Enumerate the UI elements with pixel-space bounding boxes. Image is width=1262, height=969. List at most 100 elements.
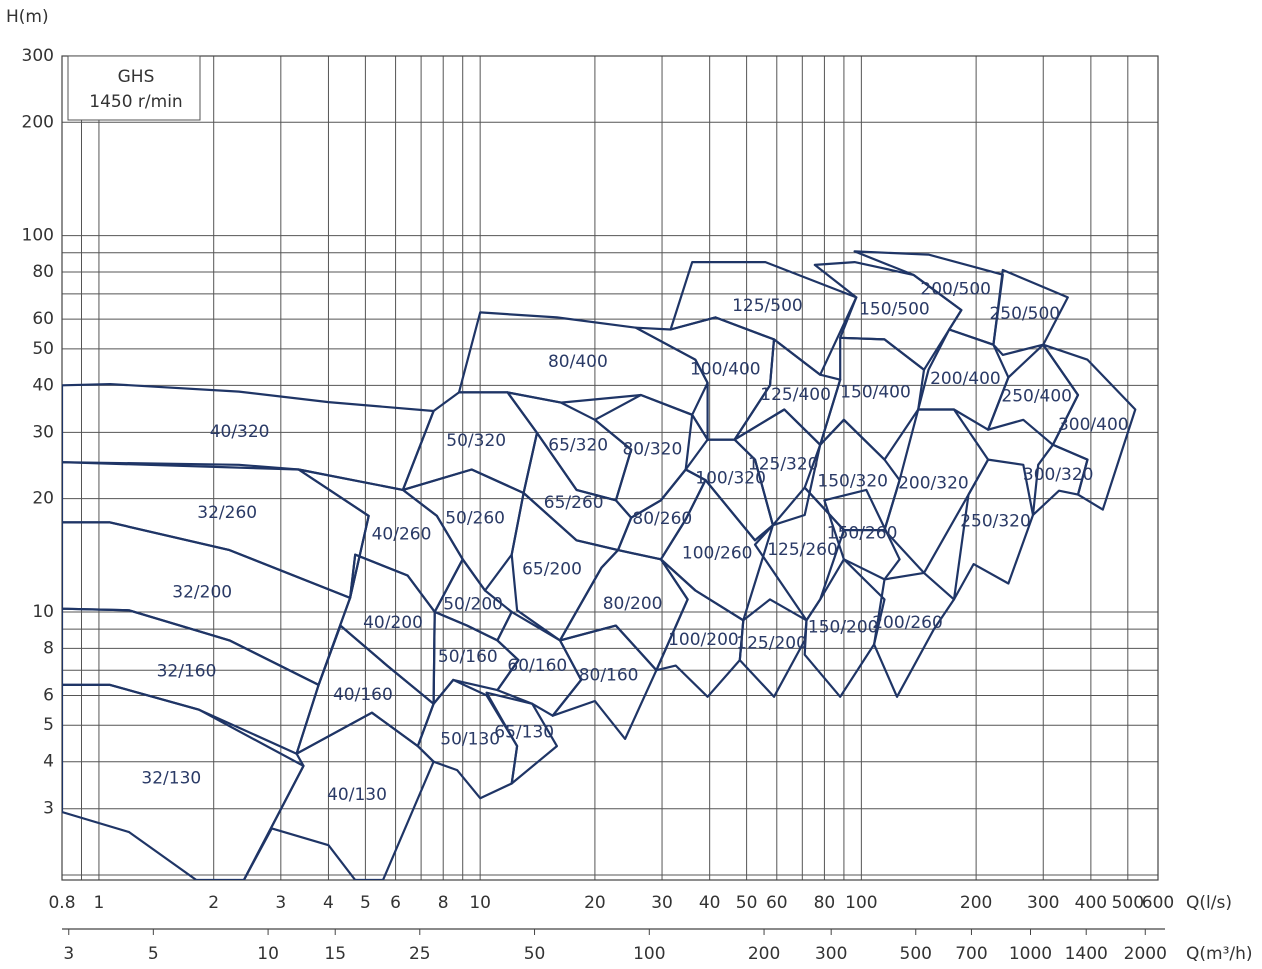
region-label: 125/500: [732, 296, 803, 316]
region-label: 125/200: [736, 633, 807, 653]
region-labels: 32/130 32/160 32/200 32/260 40/320 40/260 40/2…: [141, 279, 1128, 804]
region-label: 150/320: [817, 471, 888, 491]
region-label: 50/130: [440, 729, 500, 749]
region-label: 40/320: [210, 422, 270, 442]
regions: [62, 250, 1137, 880]
region-label: 80/260: [632, 509, 692, 529]
x2-axis-label: Q(m³/h): [1186, 944, 1253, 964]
pump-region: [1031, 443, 1089, 517]
x2-tick-label: 700: [955, 944, 987, 964]
x-tick-label: 300: [1027, 893, 1059, 913]
x-tick-label: 50: [736, 893, 758, 913]
region-label: 100/200: [668, 630, 739, 650]
pump-region: [551, 624, 658, 740]
x-tick-label: 0.8: [48, 893, 75, 913]
y-axis-label: H(m): [6, 7, 49, 27]
y-tick-label: 40: [32, 375, 54, 395]
x2-tick-label: 2000: [1124, 944, 1167, 964]
x2-tick-label: 300: [815, 944, 847, 964]
region-label: 300/400: [1058, 415, 1129, 435]
pump-region: [952, 458, 1035, 601]
region-label: 65/260: [544, 493, 604, 513]
region-label: 200/400: [930, 369, 1001, 389]
region-label: 50/320: [446, 431, 506, 451]
region-label: 300/320: [1023, 465, 1094, 485]
region-label: 60/160: [507, 656, 567, 676]
x-axis-label: Q(l/s): [1186, 893, 1232, 913]
y-tick-label: 200: [22, 112, 54, 132]
region-label: 125/260: [767, 540, 838, 560]
x2-tick-label: 1000: [1009, 944, 1052, 964]
pump-region: [242, 711, 435, 880]
x2-tick-label: 10: [257, 944, 279, 964]
x-tick-label: 1: [94, 893, 105, 913]
legend-title: GHS: [118, 67, 155, 87]
y-tick-label: 80: [32, 262, 54, 282]
x-tick-label: 100: [845, 893, 877, 913]
x2-tick-label: 500: [900, 944, 932, 964]
region-label: 40/160: [333, 685, 393, 705]
region-label: 40/200: [363, 613, 423, 633]
x-tick-label: 40: [699, 893, 721, 913]
region-label: 40/260: [372, 524, 432, 544]
region-label: 250/400: [1001, 387, 1072, 407]
region-label: 50/260: [445, 509, 505, 529]
region-label: 65/200: [522, 559, 582, 579]
x-tick-label: 80: [814, 893, 836, 913]
x-tick-label: 10: [469, 893, 491, 913]
x-tick-label: 4: [323, 893, 334, 913]
region-label: 200/320: [898, 473, 969, 493]
x-tick-label: 2: [208, 893, 219, 913]
pump-region: [823, 488, 901, 581]
x-tick-label: 3: [275, 893, 286, 913]
y-tick-label: 6: [43, 685, 54, 705]
pump-region: [873, 571, 956, 698]
pump-region: [992, 268, 1069, 356]
x2-tick-label: 1400: [1065, 944, 1108, 964]
region-label: 80/320: [622, 439, 682, 459]
y-tick-label: 20: [32, 489, 54, 509]
region-label: 100/400: [690, 359, 761, 379]
region-label: 250/320: [960, 511, 1031, 531]
y-tick-label: 100: [22, 226, 54, 246]
x2-tick-label: 200: [748, 944, 780, 964]
region-label: 80/200: [603, 594, 663, 614]
pump-region: [416, 678, 519, 800]
x-tick-label: 60: [766, 893, 788, 913]
x-tick-label: 500: [1112, 893, 1144, 913]
region-label: 250/500: [989, 304, 1060, 324]
y-tick-label: 10: [32, 602, 54, 622]
pump-region: [733, 408, 822, 527]
region-label: 100/260: [682, 544, 753, 564]
x-tick-label: 5: [360, 893, 371, 913]
y-tick-label: 30: [32, 422, 54, 442]
y-tick-label: 50: [32, 339, 54, 359]
legend-speed: 1450 r/min: [89, 92, 182, 112]
pump-region: [62, 461, 370, 599]
x-tick-label: 30: [651, 893, 673, 913]
region-label: 80/400: [548, 352, 608, 372]
x-tick-label: 200: [960, 893, 992, 913]
x-tick-label: 400: [1075, 893, 1107, 913]
region-label: 150/200: [808, 617, 879, 637]
region-label: 65/130: [494, 723, 554, 743]
pump-region: [401, 468, 525, 592]
region-label: 65/320: [548, 435, 608, 455]
region-label: 100/320: [695, 468, 766, 488]
x2-tick-label: 15: [324, 944, 346, 964]
y-tick-label: 5: [43, 715, 54, 735]
region-label: 125/320: [748, 454, 819, 474]
x-tick-label: 600: [1142, 893, 1174, 913]
region-label: 32/260: [197, 503, 257, 523]
region-label: 150/260: [827, 524, 898, 544]
x-tick-label: 20: [584, 893, 606, 913]
x2-tick-label: 100: [633, 944, 665, 964]
region-label: 32/160: [157, 662, 217, 682]
region-label: 40/130: [327, 785, 387, 805]
region-label: 125/400: [760, 385, 831, 405]
region-label: 150/500: [859, 299, 930, 319]
y-tick-label: 3: [43, 799, 54, 819]
y-tick-label: 8: [43, 638, 54, 658]
